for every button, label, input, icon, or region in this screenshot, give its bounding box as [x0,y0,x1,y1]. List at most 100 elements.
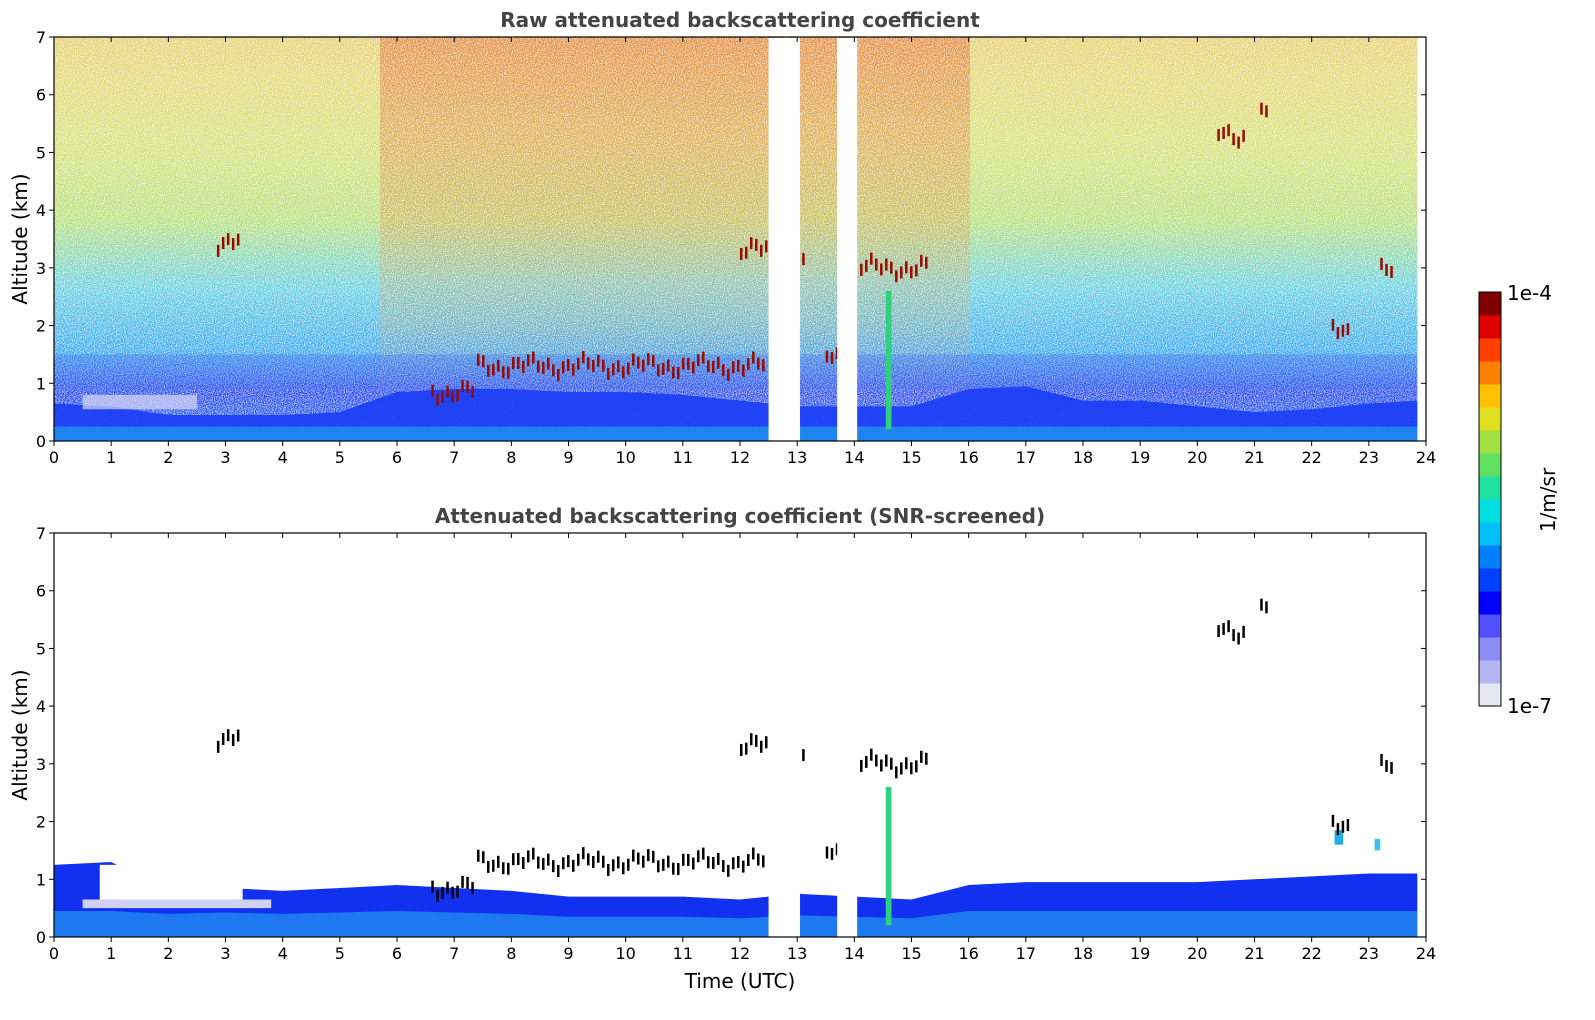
cloud-cell [1346,323,1350,336]
y-tick-label: 5 [36,143,46,162]
cloud-cell [607,367,610,380]
cloud-cell [1336,823,1340,836]
cloud-cell [587,357,590,370]
cloud-cell [562,857,565,870]
cloud-cell [745,742,748,755]
colorbar-swatch [1479,338,1501,362]
colorbar-swatch [1479,568,1501,592]
cloud-cell [905,261,908,274]
y-tick-label: 1 [36,374,46,393]
cloud-cell [216,244,220,257]
cloud-cell [446,385,449,398]
cloud-cell [712,856,715,869]
cloud-cell [527,354,530,367]
cloud-cell [532,847,535,860]
cloud-cell [875,258,878,271]
cloud-cell [920,750,923,763]
x-tick-label: 17 [1016,448,1036,467]
x-tick-label: 13 [787,944,807,963]
x-tick-label: 14 [844,448,864,467]
cloud-cell [752,847,755,860]
cloud-cell [537,360,540,373]
x-tick-label: 9 [563,944,573,963]
cloud-cell [597,850,600,863]
cloud-cell [865,259,868,272]
cloud-cell [226,233,230,246]
cloud-cell [737,855,740,868]
cloud-cell [1227,620,1230,633]
cloud-cell [747,358,750,371]
raw-heatmap-area [54,37,1426,441]
cloud-cell [762,359,765,372]
colorbar-swatch [1479,476,1501,500]
cloud-cell [517,356,520,369]
cloud-cell [1331,814,1335,827]
cloud-cell [577,357,580,370]
cloud-cell [1260,598,1263,611]
cloud-cell [1237,632,1240,645]
x-tick-label: 24 [1416,448,1436,467]
colorbar-swatch [1479,292,1501,316]
cloud-cell [1390,761,1393,774]
x-tick-label: 20 [1187,448,1207,467]
cloud-cell [802,749,805,762]
cloud-cell [527,850,530,863]
raw-surface-band [54,426,1418,441]
cloud-cell [567,855,570,868]
screened-data-gaps [768,534,1426,937]
cloud-cell [697,354,700,367]
colorbar: 1e-4 1e-7 1/m/sr [1478,281,1560,718]
cloud-cell [537,856,540,869]
x-tick-label: 12 [730,448,750,467]
x-tick-label: 13 [787,448,807,467]
x-tick-label: 3 [220,944,230,963]
cloud-cell [557,864,560,877]
x-tick-label: 22 [1301,944,1321,963]
cloud-cell [482,851,485,864]
data-gap [1417,38,1426,441]
cloud-cell [602,359,605,372]
raw-x-axis: 0 1 2 3 4 5 6 7 8 9 10 11 12 13 14 15 16 17 18 19 20 21 22 23 24 [49,37,1436,467]
cloud-cell [1385,263,1388,276]
colorbar-frame [1478,291,1502,707]
screened-plume [885,786,892,926]
cloud-cell [865,755,868,768]
cloud-cell [765,736,768,749]
colorbar-swatch [1479,660,1501,684]
cloud-cell [727,864,730,877]
screened-lower-layer [54,911,1418,937]
colorbar-max-label: 1e-4 [1507,281,1552,305]
screened-aerosol-patch [1334,830,1344,845]
cloud-cell [1260,102,1263,115]
cloud-cell [880,263,883,276]
raw-cloud-features [216,102,1393,406]
cloud-cell [461,875,464,888]
cloud-cell [592,359,595,372]
cloud-cell [765,240,768,253]
cloud-cell [647,849,650,862]
y-tick-label: 2 [36,317,46,336]
colorbar-swatch [1479,545,1501,569]
cloud-cell [466,380,469,393]
cloud-cell [522,857,525,870]
x-tick-label: 20 [1187,944,1207,963]
cloud-cell [562,361,565,374]
cloud-cell [830,847,834,860]
cloud-cell [587,853,590,866]
x-tick-label: 14 [844,944,864,963]
y-tick-label: 6 [36,582,46,601]
cloud-cell [552,364,555,377]
cloud-cell [582,351,585,364]
x-tick-label: 16 [958,944,978,963]
cloud-cell [607,863,610,876]
cloud-cell [441,886,444,899]
cloud-cell [617,360,620,373]
raw-backscatter-panel: Raw attenuated backscattering coefficien… [8,8,1436,467]
cloud-cell [717,852,720,865]
cloud-cell [1346,819,1350,832]
cloud-cell [577,853,580,866]
x-tick-label: 19 [1130,944,1150,963]
cloud-cell [1227,124,1230,137]
data-gap [1417,534,1426,937]
cloud-cell [702,351,705,364]
